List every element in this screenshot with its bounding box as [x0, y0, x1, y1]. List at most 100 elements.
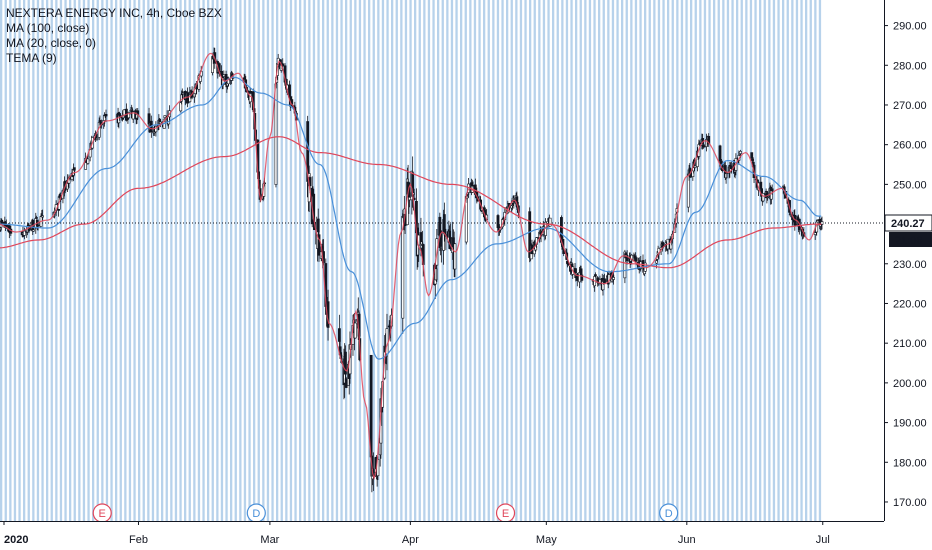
session-stripe: [266, 0, 270, 521]
svg-text:E: E: [99, 508, 106, 520]
tema-line: [0, 52, 822, 481]
session-stripe: [464, 0, 467, 521]
session-stripe: [427, 0, 431, 521]
session-stripe: [184, 0, 187, 521]
session-stripe: [450, 0, 454, 521]
session-stripe: [64, 0, 67, 521]
session-stripe: [253, 0, 256, 521]
session-stripe: [409, 0, 412, 521]
session-stripe: [414, 0, 417, 521]
session-stripe: [124, 0, 127, 521]
x-tick-label: Apr: [402, 534, 419, 546]
session-stripe: [446, 0, 449, 521]
session-stripe: [432, 0, 435, 521]
session-stripe: [317, 0, 320, 521]
session-stripe: [524, 0, 527, 521]
svg-text:D: D: [665, 508, 673, 520]
session-stripe: [713, 0, 716, 521]
session-stripe: [234, 0, 237, 521]
session-stripe: [805, 0, 808, 521]
candle: [813, 231, 817, 240]
session-stripe: [331, 0, 334, 521]
session-stripe: [87, 0, 90, 521]
session-stripe: [690, 0, 693, 521]
session-stripe: [556, 0, 559, 521]
event-marker[interactable]: D: [246, 503, 266, 523]
session-stripe: [303, 0, 306, 521]
session-stripe: [119, 0, 122, 521]
session-stripe: [220, 0, 224, 521]
session-stripe: [391, 0, 394, 521]
session-stripe: [501, 0, 504, 521]
session-stripe: [18, 0, 21, 521]
session-stripe: [335, 0, 339, 521]
svg-text:D: D: [252, 508, 260, 520]
session-stripe: [418, 0, 421, 521]
x-tick-label: Mar: [260, 534, 279, 546]
candle: [72, 167, 76, 176]
session-stripe: [786, 0, 789, 521]
session-stripe: [381, 0, 385, 521]
session-stripe: [386, 0, 389, 521]
y-tick-label: 270.00: [893, 100, 927, 112]
session-stripe: [602, 0, 605, 521]
session-stripe: [565, 0, 569, 521]
session-stripe: [676, 0, 679, 521]
session-stripe: [262, 0, 265, 521]
y-tick-label: 180.00: [893, 457, 927, 469]
candle: [104, 109, 108, 123]
candle: [337, 314, 341, 348]
candle: [761, 193, 765, 203]
session-stripe: [133, 0, 136, 521]
session-stripe: [772, 0, 776, 521]
event-marker[interactable]: D: [659, 503, 679, 523]
candle: [86, 154, 90, 165]
session-stripe: [170, 0, 173, 521]
session-stripe: [400, 0, 403, 521]
event-marker[interactable]: E: [495, 503, 516, 523]
session-stripe: [478, 0, 481, 521]
session-stripe: [538, 0, 541, 521]
candle: [580, 273, 584, 283]
session-stripe: [542, 0, 546, 521]
session-stripe: [759, 0, 762, 521]
session-stripe: [354, 0, 357, 521]
session-stripe: [349, 0, 352, 521]
session-stripe: [110, 0, 113, 521]
session-stripe: [726, 0, 730, 521]
session-stripe: [648, 0, 651, 521]
session-stripe: [115, 0, 118, 521]
candle: [35, 215, 38, 219]
session-stripe: [593, 0, 596, 521]
session-stripe: [552, 0, 555, 521]
session-stripe: [312, 0, 316, 521]
y-tick-label: 200.00: [893, 378, 927, 390]
event-marker[interactable]: E: [92, 503, 112, 523]
session-stripe: [188, 0, 191, 521]
candle: [707, 133, 711, 147]
session-stripe: [211, 0, 214, 521]
session-stripe: [271, 0, 274, 521]
y-tick-label: 210.00: [893, 338, 927, 350]
session-stripe: [326, 0, 329, 521]
session-stripe: [345, 0, 348, 521]
session-stripe: [142, 0, 145, 521]
chart-legend: NEXTERA ENERGY INC, 4h, Cboe BZX MA (100…: [6, 6, 222, 66]
price-tag: 240.27: [884, 214, 932, 232]
svg-text:21:06: 21:06: [895, 235, 923, 247]
session-stripe: [59, 0, 63, 521]
candle: [594, 272, 597, 278]
session-stripe: [151, 0, 155, 521]
session-stripe: [101, 0, 104, 521]
y-tick-label: 190.00: [893, 418, 927, 430]
candle: [95, 137, 99, 141]
session-stripe: [147, 0, 150, 521]
session-stripe: [239, 0, 242, 521]
session-stripe: [795, 0, 799, 521]
session-stripe: [13, 0, 17, 521]
session-stripe: [745, 0, 748, 521]
session-stripe: [717, 0, 720, 521]
session-stripe: [257, 0, 260, 521]
